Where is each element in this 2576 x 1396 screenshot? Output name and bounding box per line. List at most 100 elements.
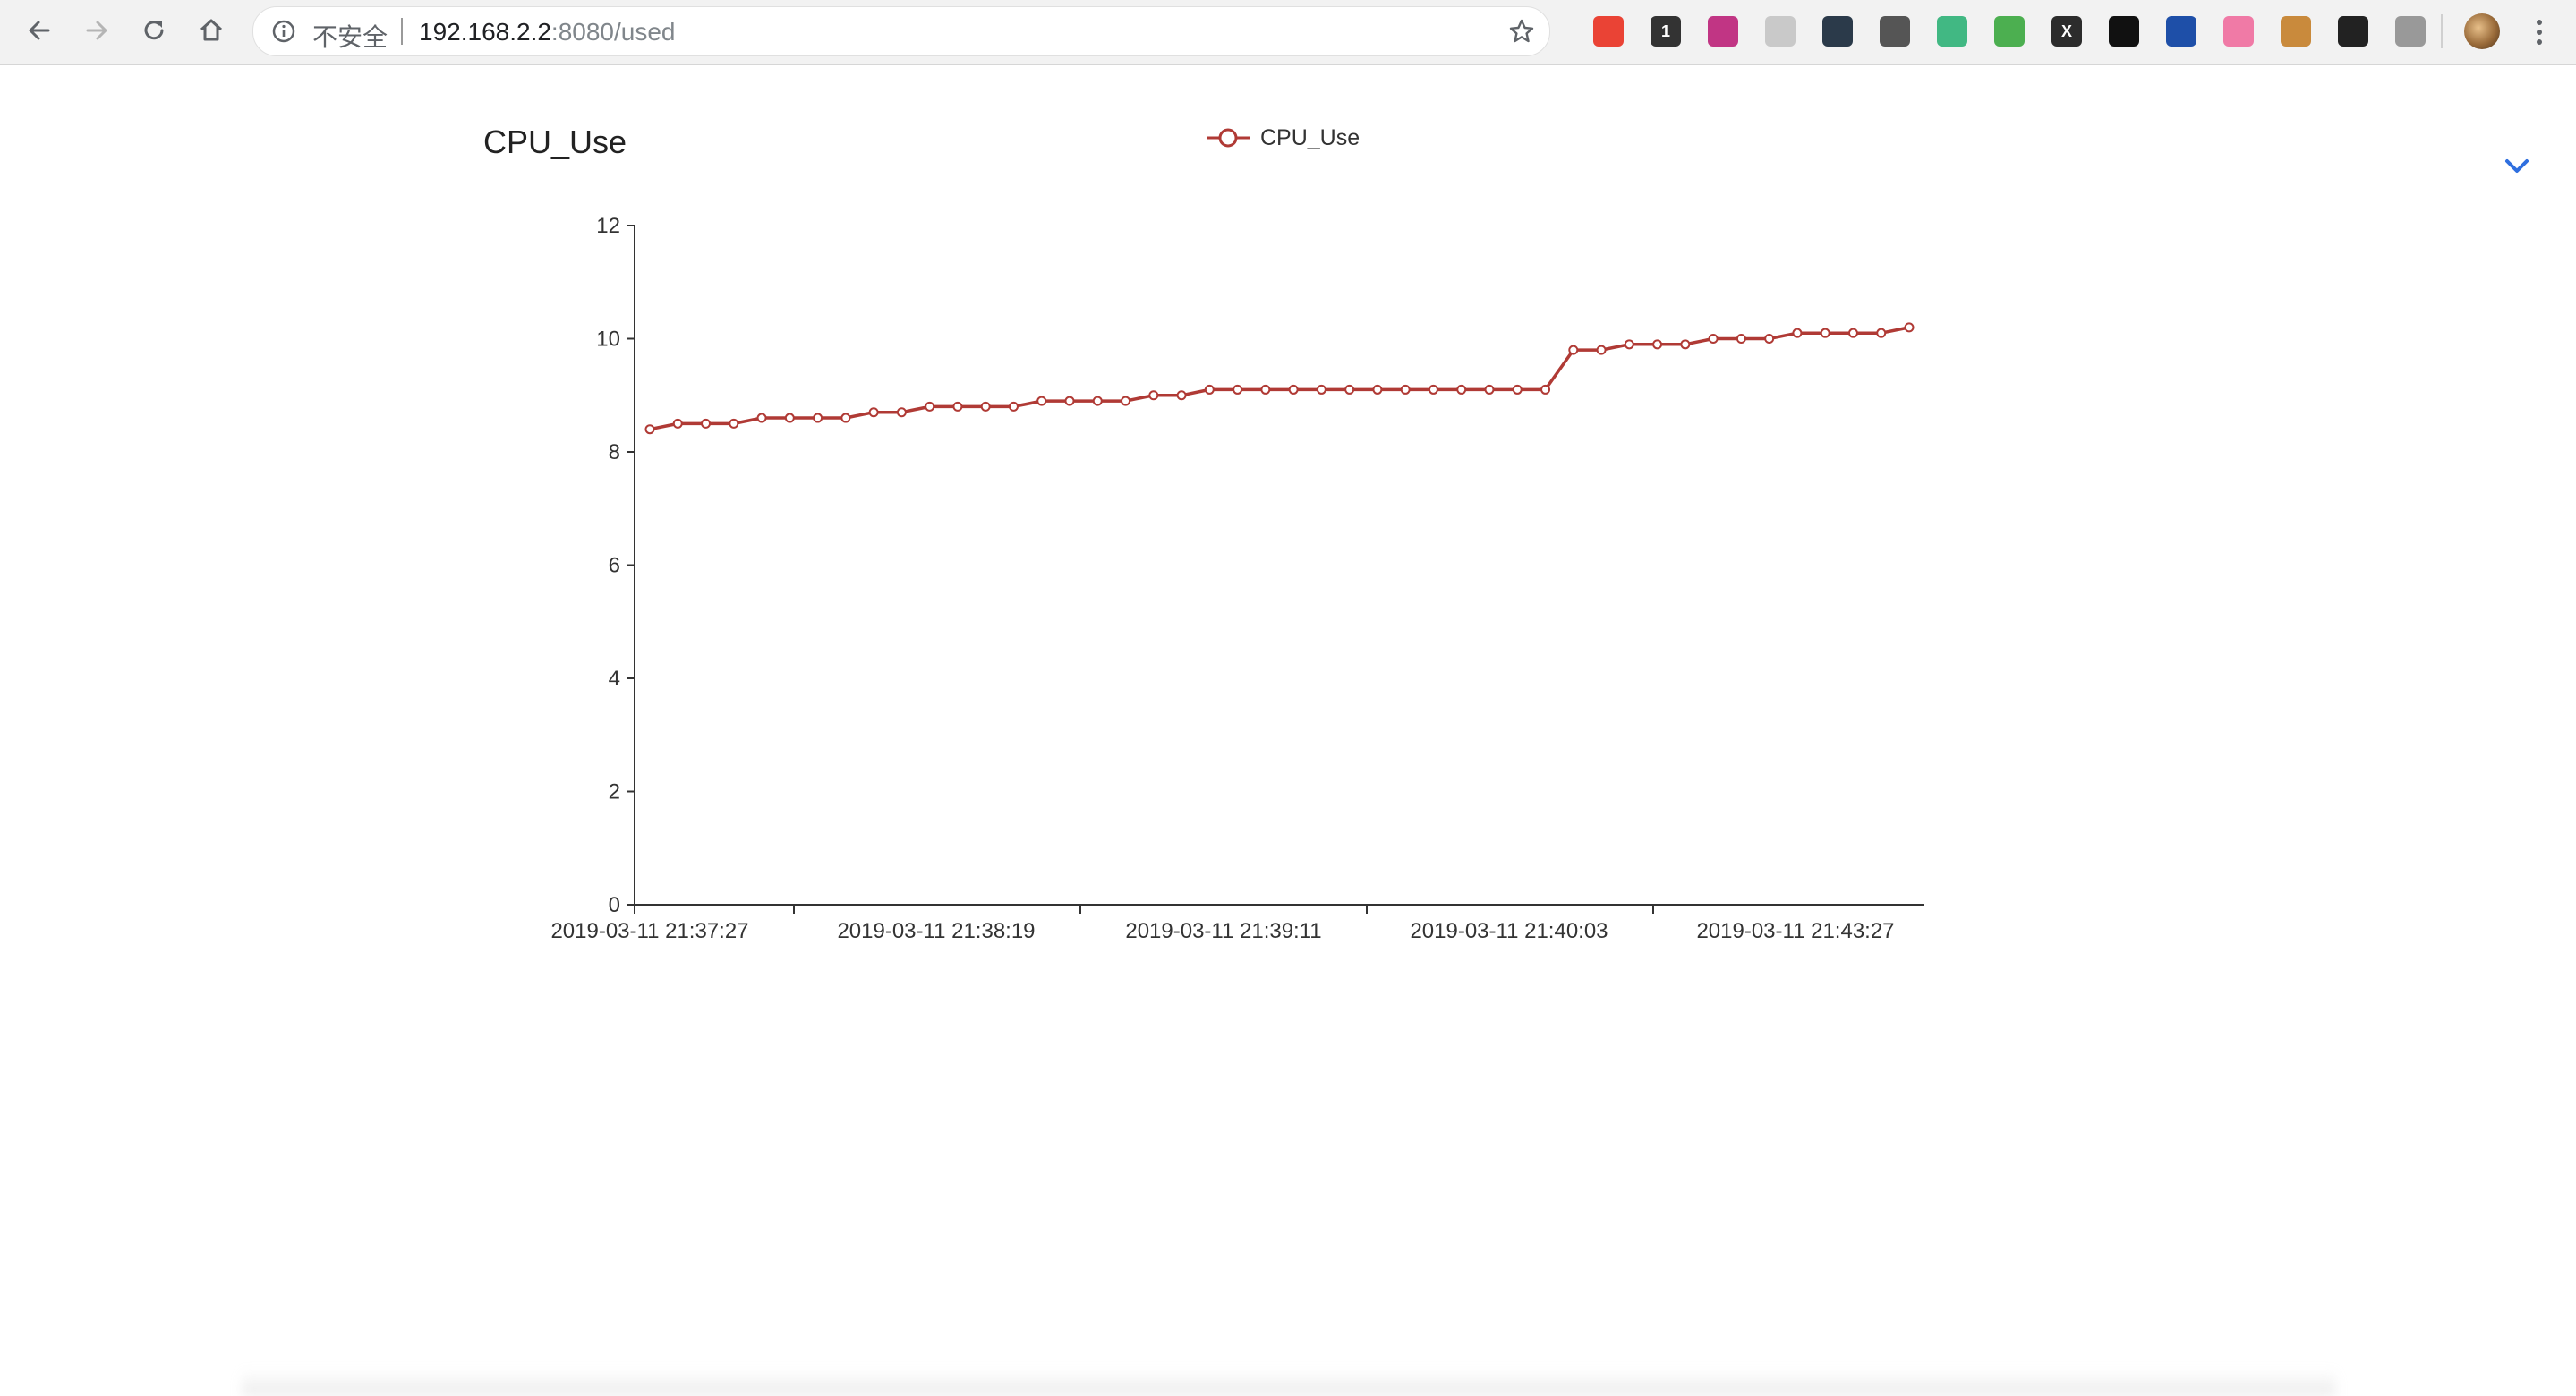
arrow-left-icon bbox=[29, 21, 50, 40]
home-button[interactable] bbox=[192, 11, 231, 50]
cpu-use-data-point bbox=[1680, 339, 1691, 350]
cpu-use-data-point bbox=[1708, 334, 1719, 344]
cpu-use-data-point bbox=[1064, 396, 1075, 406]
y-tick-label: 10 bbox=[596, 328, 620, 352]
y-tick-label: 4 bbox=[609, 667, 620, 691]
cpu-use-data-point bbox=[1036, 396, 1047, 406]
cpu-use-data-point bbox=[1847, 328, 1858, 338]
more-menu-icon[interactable] bbox=[2526, 14, 2553, 50]
footer-shadow bbox=[242, 1369, 2336, 1396]
cookie-icon[interactable] bbox=[2281, 16, 2311, 47]
cpu-use-data-point bbox=[1260, 384, 1271, 395]
instagram-icon[interactable] bbox=[1708, 16, 1738, 47]
telegram-icon[interactable] bbox=[1822, 16, 1853, 47]
url-text[interactable]: 192.168.2.2:8080/used bbox=[419, 18, 676, 46]
cpu-use-data-point bbox=[1456, 384, 1467, 395]
crop-icon[interactable] bbox=[2166, 16, 2196, 47]
security-label: 不安全 bbox=[312, 23, 388, 51]
cpu-use-data-point bbox=[896, 407, 907, 418]
tree-icon[interactable] bbox=[1765, 16, 1796, 47]
cpu-use-data-point bbox=[1792, 328, 1803, 338]
browser-toolbar: 不安全 192.168.2.2:8080/used 1 X bbox=[0, 0, 2576, 65]
cpu-use-data-point bbox=[1484, 384, 1495, 395]
omnibox-divider bbox=[401, 18, 403, 45]
y-tick-label: 12 bbox=[596, 214, 620, 238]
chart-legend[interactable]: CPU_Use bbox=[1205, 123, 1360, 152]
cpu-use-data-point bbox=[1596, 345, 1607, 355]
cpu-use-data-point bbox=[1176, 390, 1187, 401]
chart-title: CPU_Use bbox=[483, 123, 627, 160]
chevron-left-icon[interactable] bbox=[2109, 16, 2139, 47]
x-tick-label: 2019-03-11 21:37:27 bbox=[550, 919, 748, 943]
bookmark-star-icon[interactable] bbox=[1508, 18, 1535, 45]
cpu-use-data-point bbox=[1428, 384, 1438, 395]
x-tick-label: 2019-03-11 21:40:03 bbox=[1410, 919, 1608, 943]
x-tick-label: 2019-03-11 21:38:19 bbox=[837, 919, 1035, 943]
cpu-use-data-point bbox=[644, 424, 655, 435]
cpu-use-data-point bbox=[980, 401, 991, 412]
info-icon[interactable] bbox=[271, 19, 296, 44]
cpu-use-data-point bbox=[868, 407, 879, 418]
address-bar[interactable]: 不安全 192.168.2.2:8080/used bbox=[252, 6, 1550, 56]
json-braces-icon[interactable] bbox=[1880, 16, 1910, 47]
cpu-use-data-point bbox=[1316, 384, 1326, 395]
cpu-use-data-point bbox=[1092, 396, 1103, 406]
cpu-use-data-point bbox=[1204, 384, 1215, 395]
cpu-use-data-point bbox=[1876, 328, 1887, 338]
cpu-use-data-point bbox=[925, 401, 935, 412]
reload-icon bbox=[144, 21, 164, 40]
cpu-use-data-point bbox=[1764, 334, 1775, 344]
reload-button[interactable] bbox=[134, 11, 174, 50]
cpu-use-data-point bbox=[1568, 345, 1579, 355]
cpu-use-data-point bbox=[1148, 390, 1159, 401]
y-tick-label: 6 bbox=[609, 554, 620, 578]
cpu-use-data-point bbox=[1121, 396, 1131, 406]
chevron-down-icon[interactable] bbox=[2503, 154, 2531, 179]
bilibili-icon[interactable] bbox=[2223, 16, 2254, 47]
legend-label: CPU_Use bbox=[1260, 124, 1361, 150]
cpu-use-data-point bbox=[756, 413, 767, 423]
arrow-right-icon bbox=[86, 21, 107, 40]
y-tick-label: 0 bbox=[609, 893, 620, 917]
cpu-use-data-point bbox=[1652, 339, 1663, 350]
cpu-use-data-point bbox=[672, 418, 683, 429]
vue-icon[interactable] bbox=[1937, 16, 1967, 47]
panda-icon[interactable]: 1 bbox=[1651, 16, 1681, 47]
cpu-use-data-point bbox=[952, 401, 963, 412]
forward-button[interactable] bbox=[77, 11, 116, 50]
x-tick-label: 2019-03-11 21:43:27 bbox=[1696, 919, 1894, 943]
cpu-use-data-point bbox=[784, 413, 795, 423]
cpu-use-data-point bbox=[729, 418, 739, 429]
google-photos-icon[interactable] bbox=[1593, 16, 1624, 47]
back-button[interactable] bbox=[20, 11, 59, 50]
shield-check-icon[interactable] bbox=[1994, 16, 2025, 47]
x-box-icon[interactable]: X bbox=[2051, 16, 2082, 47]
x-tick-label: 2019-03-11 21:39:11 bbox=[1125, 919, 1321, 943]
legend-line-marker-icon bbox=[1207, 128, 1250, 148]
extensions-divider bbox=[2441, 14, 2443, 48]
extension-badge-label: X bbox=[2060, 21, 2072, 40]
cpu-use-data-point bbox=[701, 418, 712, 429]
cpu-use-data-point bbox=[840, 413, 851, 423]
cpu-use-series-line bbox=[649, 326, 1910, 431]
y-tick-label: 2 bbox=[609, 780, 620, 804]
cpu-use-data-point bbox=[1400, 384, 1411, 395]
vuetify-icon[interactable] bbox=[2395, 16, 2426, 47]
profile-avatar[interactable] bbox=[2464, 13, 2500, 49]
cpu-use-data-point bbox=[1624, 339, 1634, 350]
extension-badge-label: 1 bbox=[1660, 21, 1670, 40]
cpu-use-data-point bbox=[1512, 384, 1523, 395]
glasses-icon[interactable] bbox=[2338, 16, 2368, 47]
cpu-use-data-point bbox=[1540, 384, 1551, 395]
y-tick-label: 8 bbox=[609, 440, 620, 464]
cpu-use-data-point bbox=[1904, 322, 1915, 333]
cpu-use-data-point bbox=[1008, 401, 1019, 412]
cpu-use-data-point bbox=[1372, 384, 1383, 395]
home-icon bbox=[200, 19, 223, 41]
cpu-use-data-point bbox=[1288, 384, 1299, 395]
cpu-use-data-point bbox=[813, 413, 823, 423]
cpu-use-data-point bbox=[1736, 334, 1746, 344]
cpu-use-data-point bbox=[1344, 384, 1355, 395]
cpu-use-data-point bbox=[1233, 384, 1243, 395]
